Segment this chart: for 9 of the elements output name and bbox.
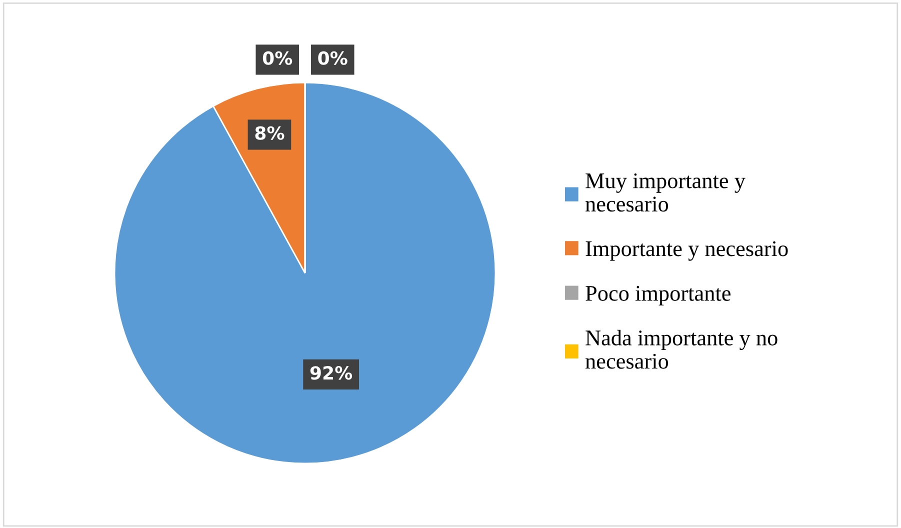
data-label: 92% (310, 366, 352, 380)
legend-label: Nada importante y no necesario (586, 330, 778, 369)
text: 0% (262, 51, 292, 65)
pie-slice (114, 82, 496, 464)
text: 0% (318, 51, 348, 65)
legend-label: Importante y necesario (586, 241, 788, 261)
legend-label: Poco importante (586, 286, 730, 306)
legend-label: Muy importante y necesario (586, 173, 746, 212)
data-label: 8% (255, 126, 284, 140)
